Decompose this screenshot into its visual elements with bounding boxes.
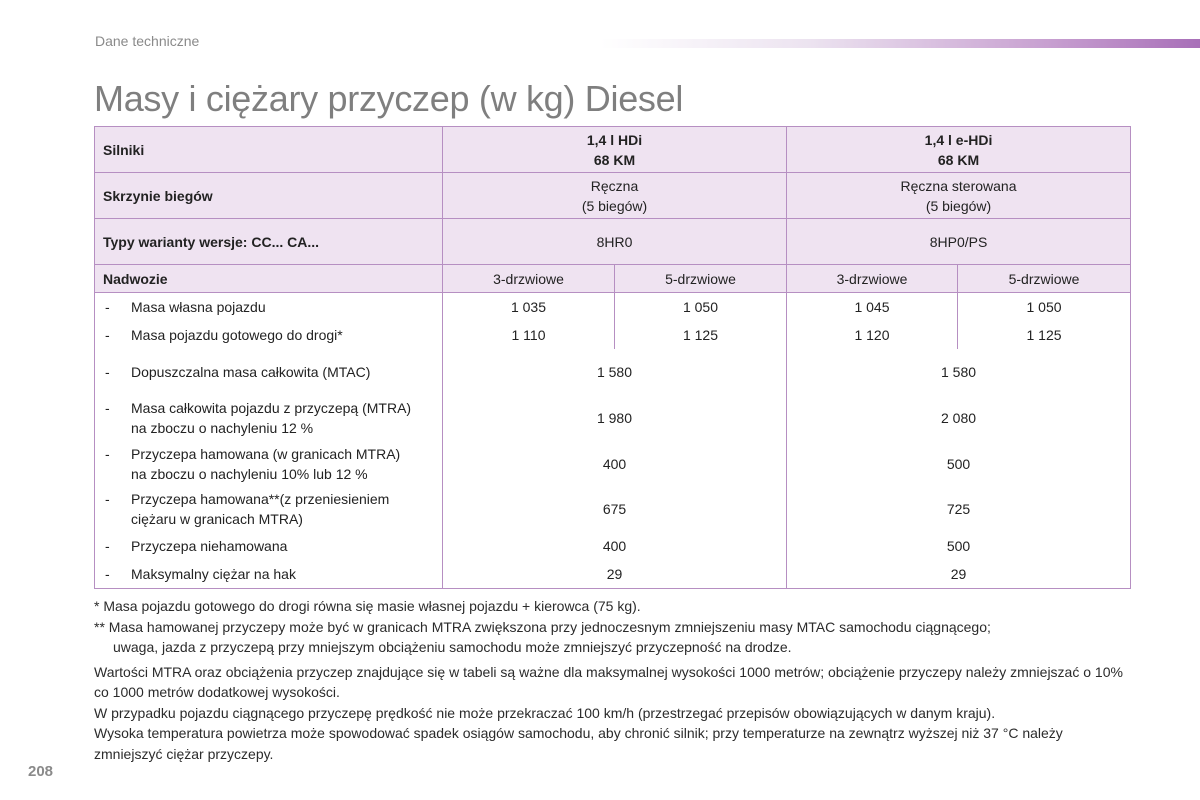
section-label: Dane techniczne xyxy=(95,33,200,49)
body-row: Nadwozie 3-drzwiowe 5-drzwiowe 3-drzwiow… xyxy=(94,264,1132,293)
row-text: Masa całkowita pojazdu z przyczepą (MTRA… xyxy=(131,400,412,436)
value-cell: 1 050 xyxy=(614,292,787,321)
page-title: Masy i ciężary przyczep (w kg) Diesel xyxy=(94,78,684,119)
row-dash: - xyxy=(105,491,110,507)
row-label: - Dopuszczalna masa całkowita (MTAC) xyxy=(94,348,443,396)
row-label: - Przyczepa niehamowana xyxy=(94,531,443,560)
gearbox-2: Ręczna sterowana (5 biegów) xyxy=(785,172,1132,219)
row-dash: - xyxy=(105,326,110,343)
row-text: Przyczepa hamowana**(z przeniesieniem ci… xyxy=(131,491,390,527)
row-text: Dopuszczalna masa całkowita (MTAC) xyxy=(131,364,371,380)
page-number: 208 xyxy=(28,763,54,780)
body-col: 3-drzwiowe xyxy=(442,264,615,293)
row-label: - Przyczepa hamowana (w granicach MTRA) n… xyxy=(94,440,443,487)
gearbox-1: Ręczna (5 biegów) xyxy=(442,172,787,219)
engine-1: 1,4 l HDi 68 KM xyxy=(442,126,787,173)
row-dash: - xyxy=(105,445,110,462)
value-cell: 29 xyxy=(785,559,1132,589)
row-dash: - xyxy=(105,364,110,380)
row-label: - Masa całkowita pojazdu z przyczepą (MTR… xyxy=(94,395,443,441)
paragraph-temperature: Wysoka temperatura powietrza może spowod… xyxy=(94,725,1063,762)
row-dash: - xyxy=(105,537,110,554)
footnotes: * Masa pojazdu gotowego do drogi równa s… xyxy=(94,596,1134,764)
body-label: Nadwozie xyxy=(94,264,443,293)
value-cell: 500 xyxy=(785,440,1132,487)
body-col: 5-drzwiowe xyxy=(956,264,1132,293)
value-cell: 1 050 xyxy=(956,292,1132,321)
row-text: Przyczepa hamowana (w granicach MTRA) na… xyxy=(131,445,401,482)
value-cell: 1 580 xyxy=(442,348,787,396)
paragraph-altitude: Wartości MTRA oraz obciążenia przyczep z… xyxy=(94,663,1123,701)
row-label: - Maksymalny ciężar na hak xyxy=(94,559,443,589)
table-row: - Masa własna pojazdu 1 035 1 050 1 045 1… xyxy=(94,292,1132,321)
value-cell: 725 xyxy=(785,486,1132,532)
engines-label: Silniki xyxy=(94,126,443,173)
table-row: - Przyczepa hamowana**(z przeniesieniem c… xyxy=(94,486,1132,532)
types-2: 8HP0/PS xyxy=(785,218,1132,265)
types-label: Typy warianty wersje: CC... CA... xyxy=(94,218,443,265)
row-label: - Przyczepa hamowana**(z przeniesieniem c… xyxy=(94,486,443,532)
value-cell: 400 xyxy=(442,440,787,487)
row-dash: - xyxy=(105,298,110,315)
value-cell: 1 120 xyxy=(786,320,958,349)
types-1: 8HR0 xyxy=(442,218,787,265)
value-cell: 1 125 xyxy=(956,320,1132,349)
gearbox-label: Skrzynie biegów xyxy=(94,172,443,219)
value-cell: 2 080 xyxy=(785,395,1132,441)
table-row: - Przyczepa hamowana (w granicach MTRA) n… xyxy=(94,440,1132,487)
row-dash: - xyxy=(105,400,110,416)
paragraph-speed: W przypadku pojazdu ciągnącego przyczepę… xyxy=(94,704,996,721)
types-row: Typy warianty wersje: CC... CA... 8HR0 8… xyxy=(94,218,1132,265)
value-cell: 1 045 xyxy=(786,292,958,321)
row-dash: - xyxy=(105,565,110,582)
footnote-2-continuation: uwaga, jazda z przyczepą przy mniejszym … xyxy=(113,639,792,655)
gearbox-row: Skrzynie biegów Ręczna (5 biegów) Ręczna… xyxy=(94,172,1132,219)
value-cell: 29 xyxy=(442,559,787,589)
body-col: 5-drzwiowe xyxy=(614,264,787,293)
engine-2: 1,4 l e-HDi 68 KM xyxy=(785,126,1132,173)
value-cell: 500 xyxy=(785,531,1132,560)
weights-table: Silniki 1,4 l HDi 68 KM 1,4 l e-HDi 68 K… xyxy=(94,126,1132,589)
value-cell: 1 035 xyxy=(442,292,615,321)
value-cell: 1 125 xyxy=(614,320,787,349)
row-text: Masa własna pojazdu xyxy=(131,298,266,315)
row-text: Przyczepa niehamowana xyxy=(131,537,288,554)
table-row: - Masa całkowita pojazdu z przyczepą (MTR… xyxy=(94,395,1132,441)
value-cell: 1 110 xyxy=(442,320,615,349)
header-gradient-bar xyxy=(600,39,1200,48)
value-cell: 1 980 xyxy=(442,395,787,441)
engines-row: Silniki 1,4 l HDi 68 KM 1,4 l e-HDi 68 K… xyxy=(94,126,1132,173)
table-row: - Przyczepa niehamowana 400 500 xyxy=(94,531,1132,560)
table-row: - Masa pojazdu gotowego do drogi* 1 110 1… xyxy=(94,320,1132,349)
body-col: 3-drzwiowe xyxy=(786,264,958,293)
row-text: Maksymalny ciężar na hak xyxy=(131,565,296,582)
value-cell: 675 xyxy=(442,486,787,532)
value-cell: 1 580 xyxy=(785,348,1132,396)
value-cell: 400 xyxy=(442,531,787,560)
table-row: - Maksymalny ciężar na hak 29 29 xyxy=(94,559,1132,589)
footnote-2: ** Masa hamowanej przyczepy może być w g… xyxy=(94,618,991,635)
row-label: - Masa własna pojazdu xyxy=(94,292,443,321)
footnote-1: * Masa pojazdu gotowego do drogi równa s… xyxy=(94,598,641,614)
row-label: - Masa pojazdu gotowego do drogi* xyxy=(94,320,443,349)
table-row: - Dopuszczalna masa całkowita (MTAC) 1 58… xyxy=(94,348,1132,396)
row-text: Masa pojazdu gotowego do drogi* xyxy=(131,326,343,343)
